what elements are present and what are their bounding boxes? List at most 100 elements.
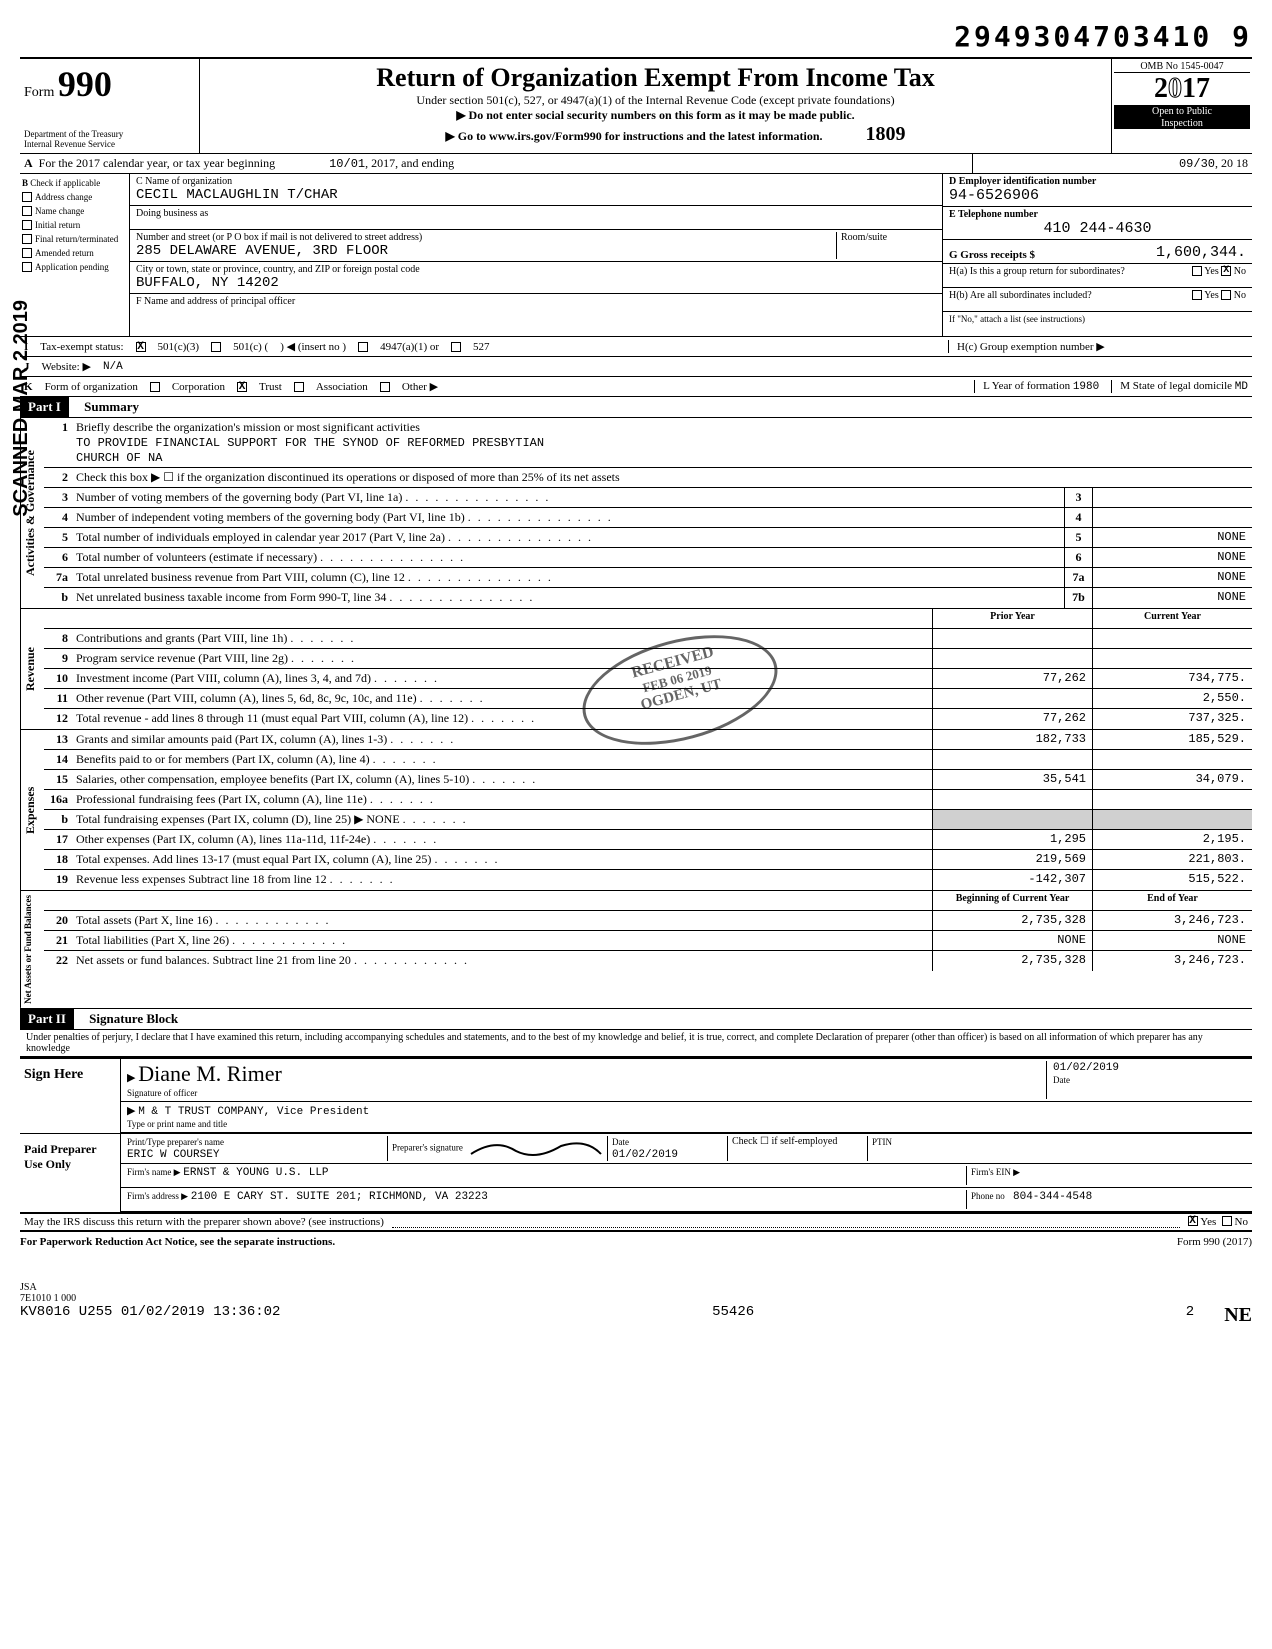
prep-name-label: Print/Type preparer's name xyxy=(127,1137,224,1147)
other-label: Other ▶ xyxy=(402,380,438,393)
part2-header: Part II xyxy=(20,1009,74,1029)
summary-line: 12 Total revenue - add lines 8 through 1… xyxy=(44,709,1252,729)
cb-label: Name change xyxy=(35,206,84,216)
firm-address: 2100 E CARY ST. SUITE 201; RICHMOND, VA … xyxy=(191,1191,488,1203)
end-date: 09/30 xyxy=(1179,157,1215,171)
state-m-value: MD xyxy=(1235,381,1248,393)
trust-checkbox[interactable]: X xyxy=(237,382,247,392)
addr-label: Number and street (or P O box if mail is… xyxy=(136,232,836,243)
ha-no-checkbox[interactable]: X xyxy=(1221,266,1231,276)
hb-note: If "No," attach a list (see instructions… xyxy=(943,312,1252,336)
cb-label: Final return/terminated xyxy=(35,234,118,244)
yes-label: Yes xyxy=(1204,266,1219,285)
assoc-label: Association xyxy=(316,381,368,393)
cb-label: Initial return xyxy=(35,220,80,230)
org-name: CECIL MACLAUGHLIN T/CHAR xyxy=(136,187,936,203)
sign-here-label: Sign Here xyxy=(20,1059,120,1133)
sig-label: Signature of officer xyxy=(127,1088,197,1098)
discuss-no-checkbox[interactable] xyxy=(1222,1216,1232,1226)
other-checkbox[interactable] xyxy=(380,382,390,392)
insert-label: ) ◀ (insert no ) xyxy=(280,340,346,353)
cb-label: Amended return xyxy=(35,248,94,258)
dba-label: Doing business as xyxy=(136,208,936,219)
ein-value: 94-6526906 xyxy=(949,187,1246,204)
paperwork-notice: For Paperwork Reduction Act Notice, see … xyxy=(20,1236,335,1248)
summary-line: 13 Grants and similar amounts paid (Part… xyxy=(44,730,1252,750)
checkbox-initial-return[interactable] xyxy=(22,220,32,230)
corp-label: Corporation xyxy=(172,381,225,393)
501c-checkbox[interactable] xyxy=(211,342,221,352)
hb-label: H(b) Are all subordinates included? xyxy=(949,290,1192,309)
527-checkbox[interactable] xyxy=(451,342,461,352)
summary-line: 4 Number of independent voting members o… xyxy=(44,508,1252,528)
begin-year-header: Beginning of Current Year xyxy=(932,891,1092,910)
date-label: Date xyxy=(1053,1075,1070,1085)
name-title-label: Type or print name and title xyxy=(127,1119,227,1129)
summary-line: 9 Program service revenue (Part VIII, li… xyxy=(44,649,1252,669)
summary-line: 20 Total assets (Part X, line 16) . . . … xyxy=(44,911,1252,931)
part2-title: Signature Block xyxy=(89,1011,178,1026)
checkbox-pending[interactable] xyxy=(22,262,32,272)
gross-value: 1,600,344. xyxy=(1156,244,1246,261)
line1-label: Briefly describe the organization's miss… xyxy=(76,420,420,434)
4947-checkbox[interactable] xyxy=(358,342,368,352)
527-label: 527 xyxy=(473,341,490,353)
officer-signature: Diane M. Rimer xyxy=(138,1061,282,1086)
batch-code: KV8016 U255 01/02/2019 13:36:02 xyxy=(20,1304,280,1327)
checkbox-final-return[interactable] xyxy=(22,234,32,244)
501c3-checkbox[interactable]: X xyxy=(136,342,146,352)
revenue-section-label: Revenue xyxy=(20,609,44,729)
ptin-label: PTIN xyxy=(872,1137,892,1147)
box-b-header: Check if applicable xyxy=(30,178,100,188)
hb-no-checkbox[interactable] xyxy=(1221,290,1231,300)
hb-yes-checkbox[interactable] xyxy=(1192,290,1202,300)
tax-exempt-label: Tax-exempt status: xyxy=(40,341,123,353)
no-label: No xyxy=(1235,1216,1248,1228)
form-label-footer: Form 990 (2017) xyxy=(1177,1236,1252,1248)
prep-sig-label: Preparer's signature xyxy=(392,1142,463,1152)
yes-label: Yes xyxy=(1200,1216,1216,1228)
city-label: City or town, state or province, country… xyxy=(136,264,936,275)
gross-label: G Gross receipts $ xyxy=(949,249,1035,261)
part1-title: Summary xyxy=(84,399,139,414)
page-number: 2 xyxy=(1186,1304,1194,1327)
open-public-label: Open to Public xyxy=(1114,105,1250,118)
state-m-label: M State of legal domicile xyxy=(1120,380,1232,392)
summary-line: 7a Total unrelated business revenue from… xyxy=(44,568,1252,588)
barcode-number: 2949304703410 9 xyxy=(20,20,1252,53)
officer-name-title: M & T TRUST COMPANY, Vice President xyxy=(138,1106,369,1118)
form-header: Form 990 Department of the Treasury Inte… xyxy=(20,57,1252,154)
name-label: C Name of organization xyxy=(136,176,936,187)
firm-phone: 804-344-4548 xyxy=(1013,1191,1092,1203)
year-l-label: L Year of formation xyxy=(983,380,1070,392)
checkbox-amended[interactable] xyxy=(22,248,32,258)
summary-line: 3 Number of voting members of the govern… xyxy=(44,488,1252,508)
trust-label: Trust xyxy=(259,381,282,393)
website-label: Website: ▶ xyxy=(42,360,91,373)
current-year-header: Current Year xyxy=(1092,609,1252,628)
summary-line: b Net unrelated business taxable income … xyxy=(44,588,1252,608)
corp-checkbox[interactable] xyxy=(150,382,160,392)
assoc-checkbox[interactable] xyxy=(294,382,304,392)
jsa-label: JSA xyxy=(20,1282,1252,1293)
form-org-label: Form of organization xyxy=(45,381,138,393)
inspection-label: Inspection xyxy=(1114,118,1250,129)
prior-year-header: Prior Year xyxy=(932,609,1092,628)
room-label: Room/suite xyxy=(841,232,936,243)
summary-line: 10 Investment income (Part VIII, column … xyxy=(44,669,1252,689)
firm-addr-label: Firm's address ▶ xyxy=(127,1191,188,1201)
irs-label: Internal Revenue Service xyxy=(24,139,195,149)
summary-line: 17 Other expenses (Part IX, column (A), … xyxy=(44,830,1252,850)
preparer-signature-scribble xyxy=(466,1136,606,1160)
discuss-yes-checkbox[interactable]: X xyxy=(1188,1216,1198,1226)
firm-ein-label: Firm's EIN ▶ xyxy=(971,1167,1020,1177)
summary-line: b Total fundraising expenses (Part IX, c… xyxy=(44,810,1252,830)
seq-number: 55426 xyxy=(280,1304,1185,1327)
tax-year: 17 xyxy=(1182,73,1210,104)
ha-yes-checkbox[interactable] xyxy=(1192,266,1202,276)
paid-preparer-label: Paid Preparer Use Only xyxy=(20,1134,120,1212)
expenses-section-label: Expenses xyxy=(20,730,44,890)
checkbox-name-change[interactable] xyxy=(22,206,32,216)
city-state-zip: BUFFALO, NY 14202 xyxy=(136,275,936,291)
checkbox-address-change[interactable] xyxy=(22,192,32,202)
